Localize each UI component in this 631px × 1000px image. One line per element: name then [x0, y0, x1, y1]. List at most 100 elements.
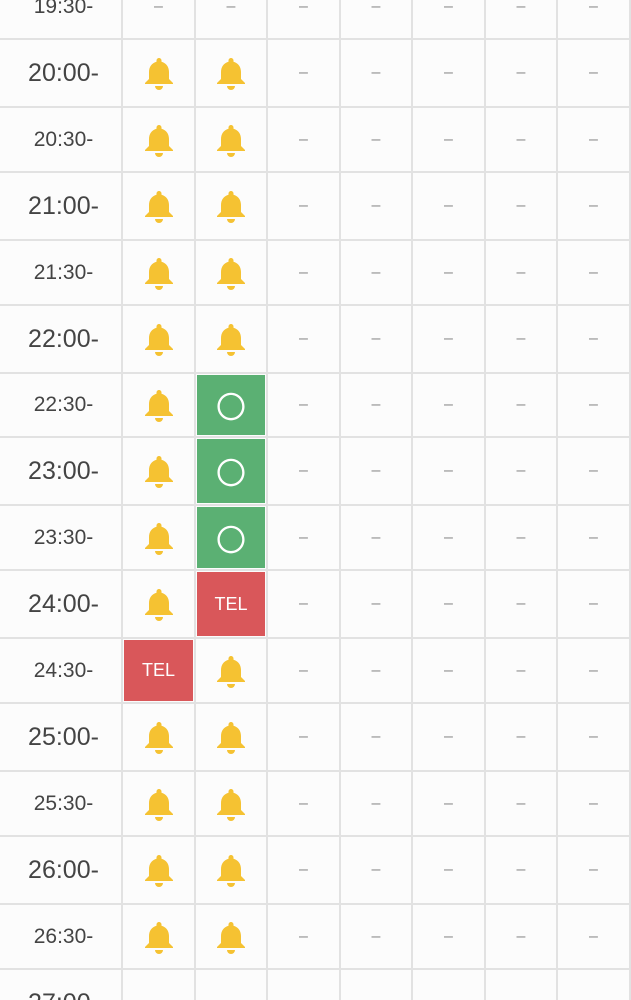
unavailable-mark: –: [589, 861, 598, 878]
unavailable-mark: –: [516, 661, 526, 679]
slot-cell: –: [413, 0, 486, 40]
unavailable-mark: –: [299, 661, 308, 679]
unavailable-mark: –: [299, 794, 308, 812]
bell-icon: [143, 853, 175, 887]
time-label: 20:00-: [0, 40, 123, 108]
unavailable-mark: –: [516, 595, 526, 612]
slot-cell: –: [341, 772, 413, 837]
unavailable-mark: –: [299, 528, 308, 546]
slot-cell: –: [268, 108, 341, 173]
slot-cell: [123, 506, 196, 571]
slot-cell: –: [486, 241, 558, 306]
slot-cell: –: [268, 837, 341, 905]
slot-cell: –: [341, 639, 413, 704]
slot-cell: –: [341, 571, 413, 639]
slot-cell: [196, 905, 268, 970]
slot-cell: –: [486, 772, 558, 837]
unavailable-mark: –: [516, 794, 526, 812]
slot-cell: –: [341, 173, 413, 241]
slot-cell: –: [341, 374, 413, 438]
slot-cell: [196, 772, 268, 837]
unavailable-mark: –: [589, 330, 598, 347]
unavailable-mark: –: [299, 595, 308, 612]
slot-cell: –: [486, 905, 558, 970]
slot-cell: [123, 905, 196, 970]
unavailable-mark: –: [371, 861, 381, 878]
time-label: 22:30-: [0, 374, 123, 438]
slot-cell: [196, 241, 268, 306]
unavailable-mark: –: [371, 927, 381, 945]
slot-cell: –: [413, 108, 486, 173]
bell-icon: [215, 189, 247, 223]
slot-cell: –: [268, 0, 341, 40]
time-label: 23:00-: [0, 438, 123, 506]
unavailable-mark: –: [371, 462, 381, 479]
slot-cell: [123, 837, 196, 905]
slot-cell: [196, 970, 268, 1000]
slot-cell: –: [558, 108, 631, 173]
slot-cell: 〇: [196, 438, 268, 506]
slot-cell: –: [268, 241, 341, 306]
slot-cell: [123, 970, 196, 1000]
unavailable-mark: –: [516, 130, 526, 148]
time-label: 21:00-: [0, 173, 123, 241]
slot-cell: –: [341, 704, 413, 772]
slot-cell: –: [196, 0, 268, 40]
time-label: 26:30-: [0, 905, 123, 970]
available-slot: 〇: [197, 375, 265, 435]
unavailable-mark: –: [589, 64, 598, 81]
unavailable-mark: –: [371, 661, 381, 679]
bell-icon: [215, 920, 247, 954]
unavailable-mark: –: [299, 396, 308, 413]
unavailable-mark: –: [226, 0, 236, 15]
bell-icon: [143, 587, 175, 621]
slot-cell: –: [268, 772, 341, 837]
unavailable-mark: –: [299, 927, 308, 945]
bell-icon: [143, 56, 175, 90]
unavailable-mark: –: [371, 396, 381, 413]
slot-cell: –: [558, 306, 631, 374]
time-label: 25:30-: [0, 772, 123, 837]
slot-cell: –: [558, 704, 631, 772]
slot-cell: TEL: [123, 639, 196, 704]
slot-cell: –: [413, 639, 486, 704]
slot-cell: –: [413, 772, 486, 837]
slot-cell: –: [558, 571, 631, 639]
slot-cell: –: [341, 837, 413, 905]
slot-cell: –: [341, 506, 413, 571]
slot-cell: [196, 704, 268, 772]
slot-cell: –: [558, 40, 631, 108]
time-label: 21:30-: [0, 241, 123, 306]
bell-icon: [215, 654, 247, 688]
time-label: 22:00-: [0, 306, 123, 374]
slot-cell: –: [268, 40, 341, 108]
unavailable-mark: –: [516, 861, 526, 878]
slot-cell: [558, 970, 631, 1000]
time-label: 27:00-: [0, 970, 123, 1000]
slot-cell: –: [268, 571, 341, 639]
unavailable-mark: –: [516, 927, 526, 945]
unavailable-mark: –: [371, 0, 381, 15]
slot-cell: –: [486, 108, 558, 173]
bell-icon: [143, 123, 175, 157]
slot-cell: 〇: [196, 506, 268, 571]
slot-cell: –: [558, 772, 631, 837]
slot-cell: –: [486, 506, 558, 571]
bell-icon: [215, 256, 247, 290]
slot-cell: [486, 970, 558, 1000]
slot-cell: –: [558, 837, 631, 905]
unavailable-mark: –: [371, 130, 381, 148]
unavailable-mark: –: [299, 197, 308, 214]
unavailable-mark: –: [299, 330, 308, 347]
unavailable-mark: –: [444, 728, 453, 745]
unavailable-mark: –: [589, 462, 598, 479]
available-slot: 〇: [197, 439, 265, 503]
slot-cell: [196, 108, 268, 173]
bell-icon: [143, 787, 175, 821]
bell-icon: [215, 787, 247, 821]
unavailable-mark: –: [444, 0, 453, 15]
slot-cell: –: [268, 704, 341, 772]
unavailable-mark: –: [444, 861, 453, 878]
unavailable-mark: –: [516, 0, 526, 15]
slot-cell: –: [486, 704, 558, 772]
